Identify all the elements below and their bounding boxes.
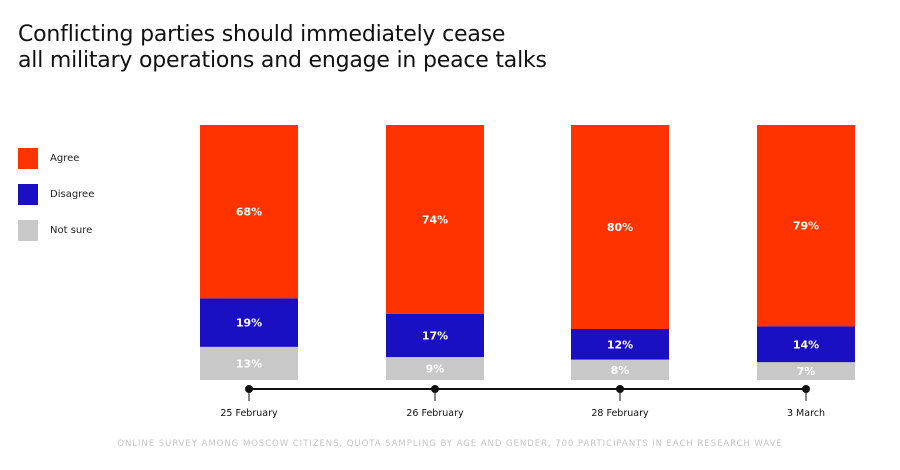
legend-item-disagree: Disagree [18,183,94,205]
legend-label-disagree: Disagree [50,188,95,200]
tick-label-3-march: 3 March [787,408,825,419]
data-label-agree-28-february: 80% [607,221,633,234]
chart-legend: Agree Disagree Not sure [18,147,94,255]
data-label-not-sure-26-february: 9% [426,363,445,376]
data-label-not-sure-28-february: 8% [611,364,630,377]
chart-title-line-2: all military operations and engage in pe… [18,48,547,73]
bar-segment-disagree-26-february [386,313,484,358]
legend-swatch-agree [18,147,38,169]
data-label-disagree-26-february: 17% [422,329,448,342]
data-label-agree-26-february: 74% [422,213,448,226]
bar-segment-not-sure-28-february [571,359,669,380]
data-label-not-sure-25-february: 13% [236,357,262,370]
legend-label-not-sure: Not sure [50,224,93,236]
data-label-disagree-25-february: 19% [236,317,262,330]
bar-segment-disagree-25-february [200,298,298,347]
legend-swatch-disagree [18,183,38,205]
footnote: ONLINE SURVEY AMONG MOSCOW CITIZENS, QUO… [117,439,783,449]
legend-item-agree: Agree [18,147,94,169]
bar-segment-agree-28-february [571,125,669,329]
data-label-agree-25-february: 68% [236,206,262,219]
bar-segment-disagree-28-february [571,329,669,360]
tick-label-26-february: 26 February [406,408,464,419]
data-label-not-sure-3-march: 7% [797,365,816,378]
bar-segment-disagree-3-march [757,326,855,363]
bar-segment-agree-26-february [386,125,484,314]
chart-title-line-1: Conflicting parties should immediately c… [18,22,506,47]
bar-segment-not-sure-25-february [200,346,298,380]
tick-label-25-february: 25 February [220,408,278,419]
data-label-disagree-3-march: 14% [793,338,819,351]
legend-item-not-sure: Not sure [18,219,94,241]
data-label-agree-3-march: 79% [793,220,819,233]
bar-segment-not-sure-3-march [757,362,855,380]
chart-title: Conflicting parties should immediately c… [18,22,718,74]
bar-segment-agree-3-march [757,125,855,327]
tick-label-28-february: 28 February [591,408,649,419]
bar-segment-agree-25-february [200,125,298,299]
bar-segment-not-sure-26-february [386,357,484,380]
legend-label-agree: Agree [50,152,80,164]
data-label-disagree-28-february: 12% [607,338,633,351]
legend-swatch-not-sure [18,219,38,241]
